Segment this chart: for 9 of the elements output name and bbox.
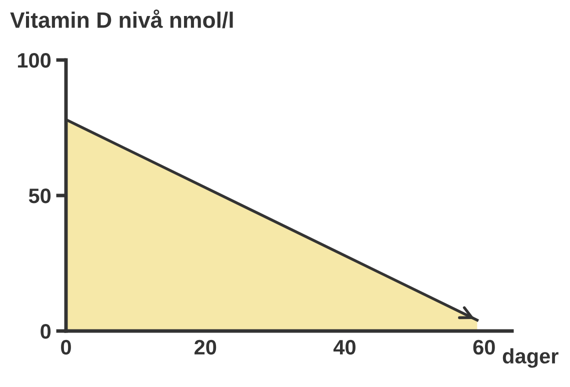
x-tick-label: 0 xyxy=(61,340,71,355)
x-axis-title: dager xyxy=(502,348,558,368)
y-tick-label: 50 xyxy=(28,188,51,204)
x-tick-label: 20 xyxy=(194,340,216,355)
y-tick-label: 0 xyxy=(40,324,51,339)
x-tick-label: 60 xyxy=(473,340,495,355)
chart-title: Vitamin D nivå nmol/l xyxy=(10,9,233,28)
x-tick-label: 40 xyxy=(333,340,356,355)
y-tick-label: 100 xyxy=(18,53,51,68)
